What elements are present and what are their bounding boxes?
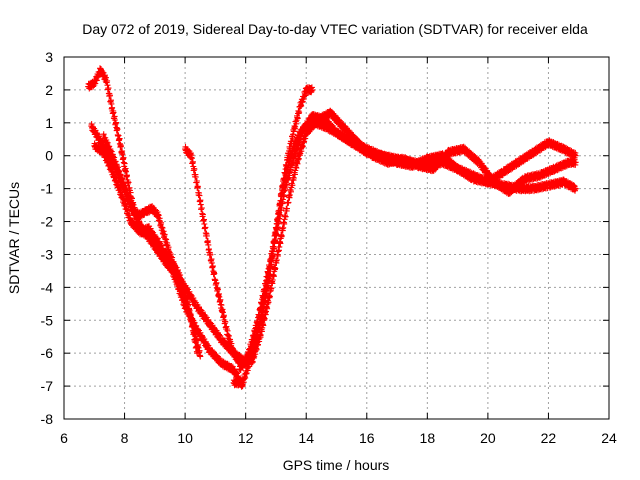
plot-frame xyxy=(63,56,610,420)
series-markers-track-d xyxy=(100,131,246,365)
grid-layer xyxy=(64,57,609,419)
x-tick-label: 12 xyxy=(238,430,254,446)
y-tick-label: -6 xyxy=(41,345,54,361)
x-axis-label: GPS time / hours xyxy=(283,457,390,473)
y-tick-label: -3 xyxy=(41,246,54,262)
data-layer xyxy=(85,65,579,390)
x-tick-label: 14 xyxy=(298,430,314,446)
y-tick-label: -4 xyxy=(41,279,54,295)
x-tick-label: 6 xyxy=(60,430,68,446)
y-tick-label: 0 xyxy=(45,148,53,164)
x-tick-label: 22 xyxy=(541,430,557,446)
x-tick-label: 16 xyxy=(359,430,375,446)
series-track-h xyxy=(248,107,579,367)
series-markers-track-h xyxy=(248,107,579,367)
chart-title: Day 072 of 2019, Sidereal Day-to-day VTE… xyxy=(82,21,588,37)
x-tick-label: 18 xyxy=(420,430,436,446)
x-tick-label: 8 xyxy=(121,430,129,446)
x-tick-label: 10 xyxy=(177,430,193,446)
y-tick-label: 1 xyxy=(45,115,53,131)
y-tick-label: -8 xyxy=(41,411,54,427)
y-tick-label: -7 xyxy=(41,378,54,394)
x-tick-label: 24 xyxy=(601,430,617,446)
y-tick-label: 3 xyxy=(45,49,53,65)
series-track-d xyxy=(100,131,246,365)
y-tick-label: 2 xyxy=(45,82,53,98)
x-tick-label: 20 xyxy=(480,430,496,446)
y-tick-label: -1 xyxy=(41,181,54,197)
y-axis-label: SDTVAR / TECUs xyxy=(6,182,22,294)
y-tick-label: -5 xyxy=(41,312,54,328)
y-tick-label: -2 xyxy=(41,214,54,230)
